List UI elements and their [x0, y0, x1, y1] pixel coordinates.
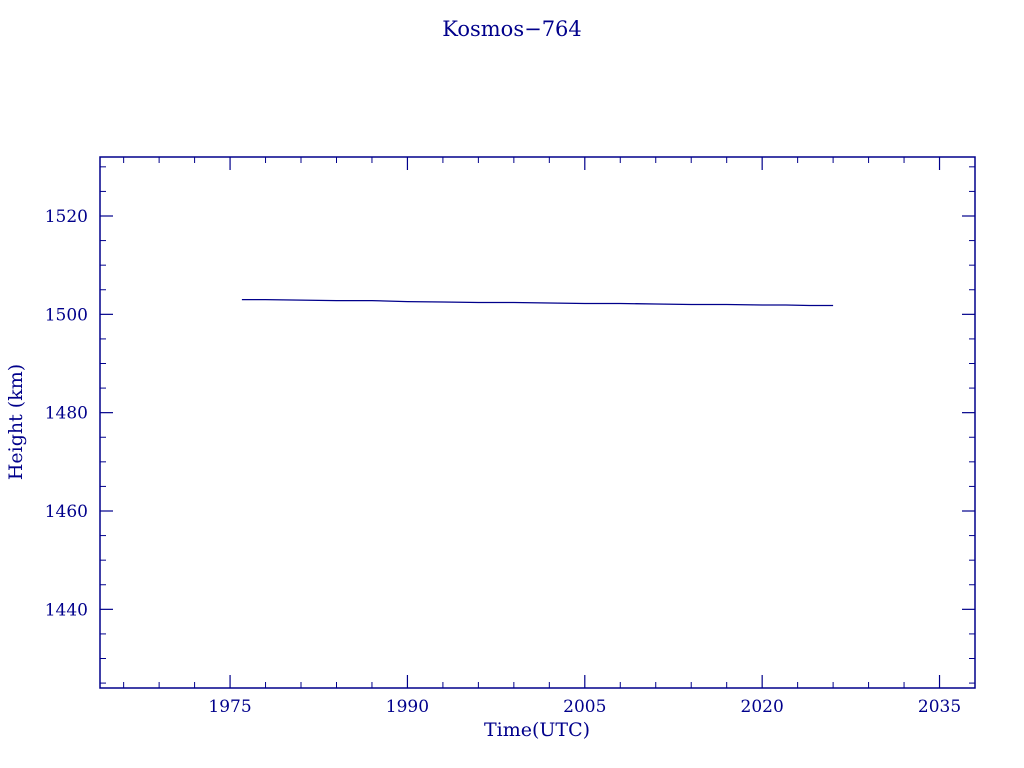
x-axis-label: Time(UTC) — [484, 719, 590, 741]
y-tick-label: 1520 — [45, 207, 88, 227]
y-axis-label: Height (km) — [5, 364, 27, 480]
x-tick-label: 2020 — [741, 697, 784, 717]
data-line — [241, 298, 834, 307]
y-tick-label: 1480 — [45, 404, 88, 424]
tick-labels-group: 1975 1990 2005 2020 2035 1440 1460 1480 1500 1520 — [45, 207, 961, 717]
x-tick-label: 2035 — [918, 697, 961, 717]
chart-title: Kosmos−764 — [442, 17, 582, 41]
y-tick-label: 1500 — [45, 305, 88, 325]
y-tick-label: 1460 — [45, 502, 88, 522]
ticks-group — [100, 157, 976, 688]
x-tick-label: 1975 — [208, 697, 251, 717]
x-tick-label: 1990 — [386, 697, 429, 717]
x-tick-label: 2005 — [563, 697, 606, 717]
plot-border — [99, 156, 976, 689]
y-tick-label: 1440 — [45, 600, 88, 620]
series-group — [241, 298, 834, 307]
